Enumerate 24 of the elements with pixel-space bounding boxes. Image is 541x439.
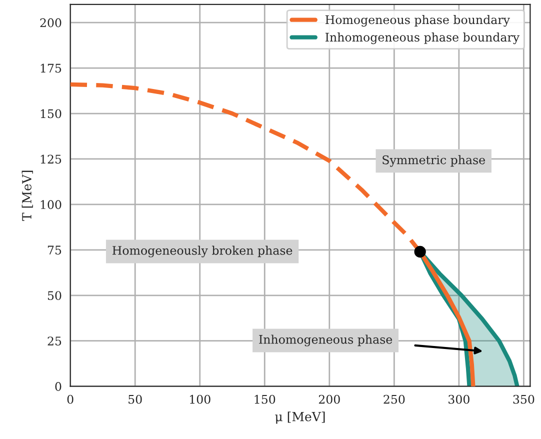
x-tick-label: 200 <box>318 394 340 404</box>
annotation: Inhomogeneous phase <box>259 334 392 346</box>
annotation: Symmetric phase <box>382 155 485 167</box>
x-axis-title: μ [MeV] <box>275 412 325 424</box>
y-tick-label: 200 <box>40 18 62 28</box>
y-tick-label: 75 <box>48 246 62 255</box>
y-tick-label: 175 <box>40 64 62 73</box>
legend-label: Inhomogeneous phase boundary <box>325 32 520 44</box>
x-tick-label: 300 <box>448 394 470 404</box>
x-tick-label: 150 <box>254 394 276 404</box>
y-tick-label: 25 <box>48 336 62 346</box>
y-tick-label: 50 <box>48 291 62 300</box>
y-tick-label: 125 <box>40 154 62 164</box>
x-tick-label: 50 <box>128 394 142 404</box>
x-tick-label: 0 <box>67 394 74 404</box>
y-tick-label: 150 <box>40 109 62 118</box>
y-axis-title: T [MeV] <box>22 170 33 221</box>
y-tick-label: 100 <box>40 200 62 210</box>
legend-label: Homogeneous phase boundary <box>325 15 510 27</box>
y-tick-label: 0 <box>55 382 62 391</box>
x-tick-label: 350 <box>513 394 534 404</box>
x-tick-label: 250 <box>384 394 405 404</box>
x-tick-label: 100 <box>190 394 210 404</box>
annotation: Homogeneously broken phase <box>112 246 292 258</box>
